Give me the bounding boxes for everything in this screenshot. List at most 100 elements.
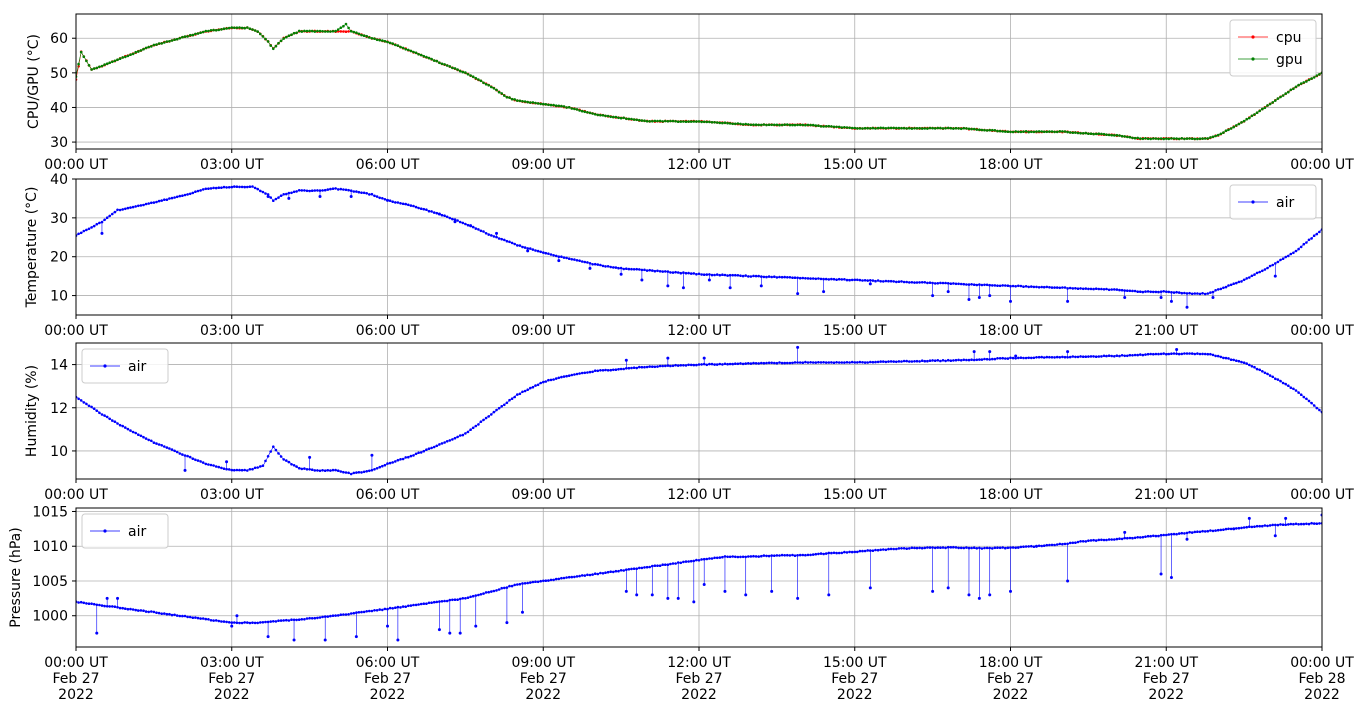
data-point [1154, 352, 1158, 356]
data-point [575, 372, 579, 376]
data-point [804, 360, 807, 364]
data-point [1266, 104, 1269, 107]
x-tick-label: 03:00 UT Feb 27 2022 [200, 655, 264, 703]
data-point [422, 449, 426, 453]
data-point [1165, 137, 1168, 140]
data-point [116, 208, 119, 212]
data-point [1087, 132, 1090, 135]
data-point [887, 547, 890, 551]
data-point [962, 546, 966, 550]
data-point [357, 611, 361, 614]
data-point [1146, 534, 1150, 538]
data-point [656, 365, 659, 368]
data-point [1079, 287, 1082, 290]
data-point [1268, 524, 1272, 527]
data-point [1167, 290, 1171, 294]
data-point [1216, 354, 1220, 358]
data-point [1113, 288, 1116, 291]
data-point [412, 454, 415, 457]
data-point [1162, 290, 1165, 293]
data-point [259, 189, 262, 193]
data-point [1061, 542, 1064, 546]
data-point [510, 397, 514, 401]
data-point [1079, 540, 1082, 543]
data-point [586, 371, 589, 374]
data-point [1268, 102, 1272, 106]
data-point [850, 360, 854, 364]
data-point [1152, 534, 1155, 538]
data-point [142, 435, 145, 439]
data-point [578, 259, 581, 263]
outlier-point [100, 231, 104, 235]
data-point [1014, 285, 1017, 288]
data-point [1123, 135, 1126, 138]
data-point [297, 466, 301, 470]
data-point [928, 546, 932, 549]
data-point [1302, 395, 1306, 399]
data-point [331, 614, 335, 617]
data-point [731, 273, 734, 277]
data-point [181, 453, 184, 456]
data-point [300, 30, 304, 33]
data-point [952, 127, 955, 130]
data-point [939, 359, 942, 363]
outlier-point [396, 638, 400, 642]
data-point [87, 64, 91, 67]
data-point [965, 283, 968, 286]
data-point [160, 444, 163, 447]
data-point [645, 269, 649, 272]
data-point [256, 466, 260, 469]
data-point [1216, 288, 1220, 291]
data-point [144, 610, 148, 613]
data-point [204, 462, 208, 466]
data-point [809, 361, 812, 364]
data-point [715, 121, 719, 124]
data-point [233, 26, 236, 30]
data-point [404, 48, 408, 51]
outlier-point [225, 460, 229, 464]
data-point [131, 52, 135, 56]
data-point [617, 368, 620, 371]
data-point [331, 30, 335, 33]
data-point [150, 610, 153, 613]
outlier-point [1284, 516, 1288, 520]
data-point [539, 250, 542, 254]
data-point [1232, 358, 1235, 362]
data-point [858, 360, 862, 364]
data-point [858, 549, 862, 553]
data-point [747, 275, 750, 278]
data-point [832, 277, 836, 281]
data-point [1245, 525, 1248, 529]
data-point [207, 187, 210, 190]
data-point [191, 191, 195, 195]
data-point [362, 610, 366, 614]
data-point [1216, 528, 1220, 532]
data-point [1258, 270, 1261, 274]
data-point [1224, 129, 1228, 132]
data-point [915, 546, 919, 550]
data-point [1128, 289, 1132, 293]
data-point [998, 546, 1002, 550]
data-point [739, 274, 742, 278]
data-point [199, 31, 202, 34]
data-point [336, 30, 340, 33]
data-point [682, 271, 685, 274]
data-point [1209, 291, 1212, 294]
data-point [352, 611, 356, 615]
data-point [856, 550, 859, 554]
data-point [671, 271, 675, 274]
data-point [453, 218, 457, 221]
data-point [801, 553, 805, 557]
data-point [892, 280, 895, 283]
data-point [487, 84, 491, 87]
data-point [926, 359, 929, 363]
outlier-point [650, 593, 654, 597]
data-point [316, 469, 319, 472]
data-point [432, 59, 436, 62]
data-point [220, 28, 223, 31]
data-point [137, 609, 140, 612]
data-point [874, 279, 877, 283]
data-point [82, 601, 86, 605]
data-point [786, 276, 789, 279]
data-point [978, 358, 981, 361]
